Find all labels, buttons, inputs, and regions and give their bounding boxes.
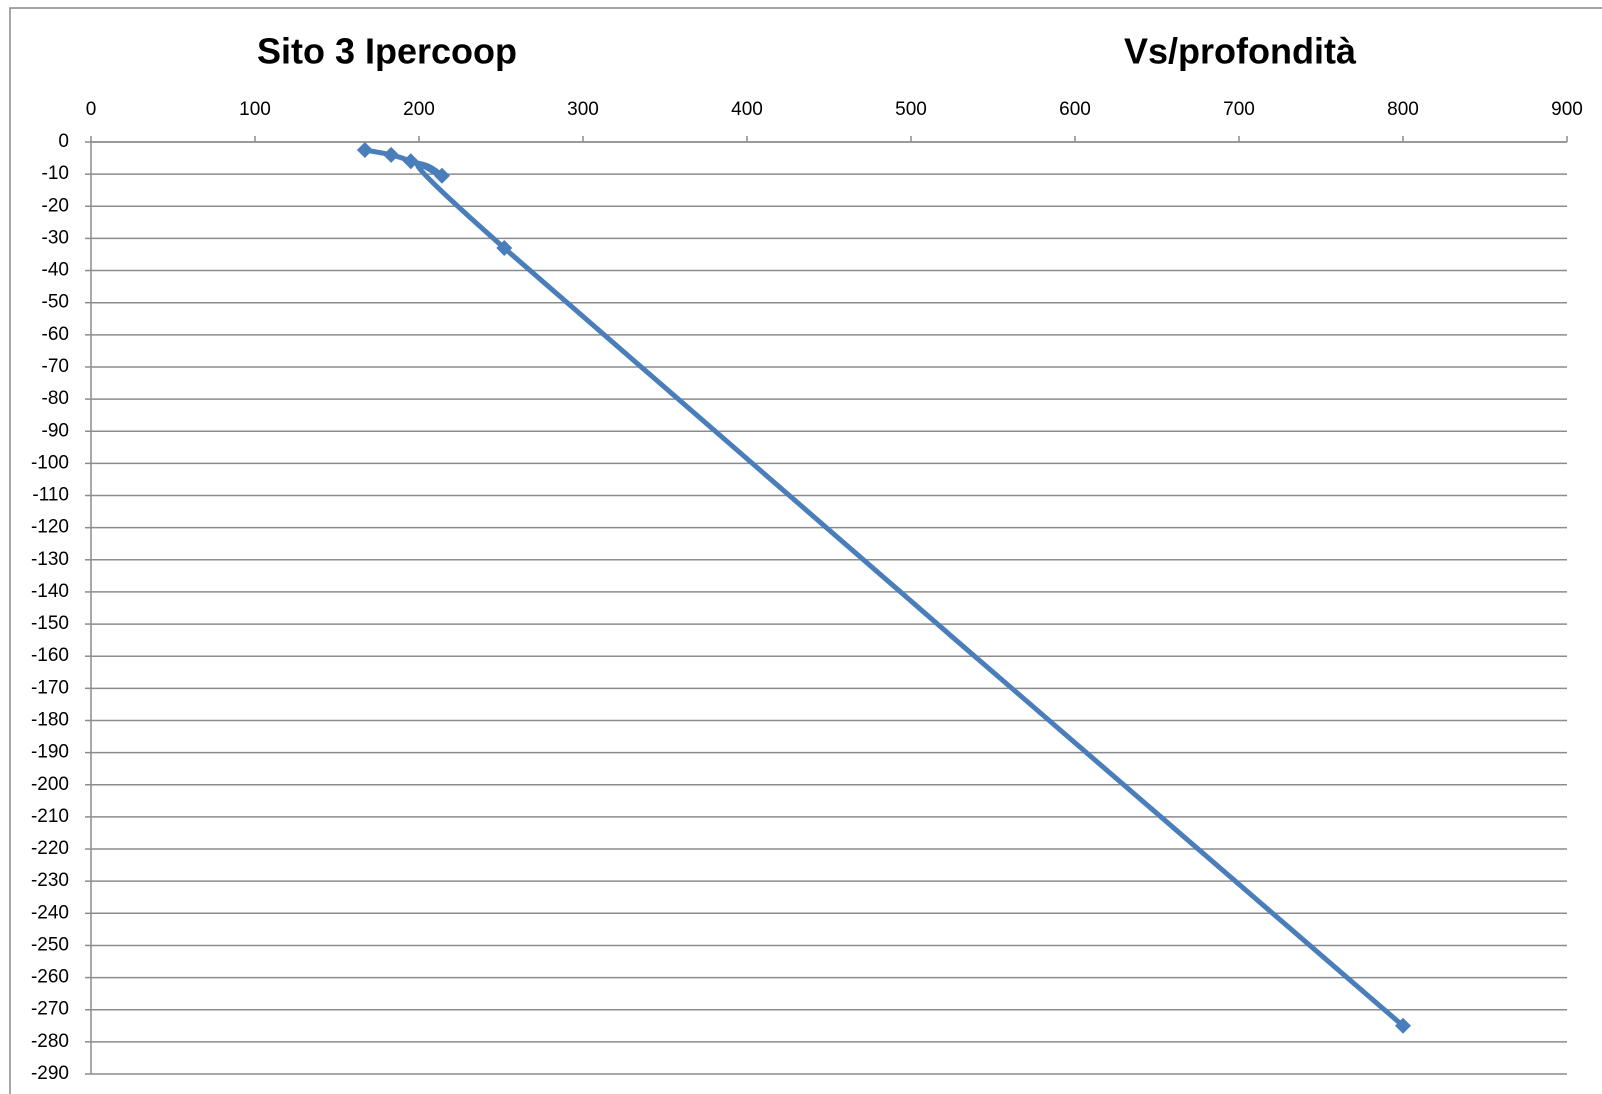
y-tick-label: -210 <box>31 806 69 827</box>
x-tick-label: 400 <box>731 99 763 120</box>
y-tick-label: -270 <box>31 999 69 1020</box>
x-tick-label: 0 <box>86 99 97 120</box>
y-tick-label: -80 <box>42 388 69 409</box>
x-tick-label: 900 <box>1551 99 1583 120</box>
y-tick-label: -180 <box>31 709 69 730</box>
data-marker <box>496 240 513 257</box>
y-tick-label: -60 <box>42 324 69 345</box>
y-tick-label: -170 <box>31 677 69 698</box>
y-tick-label: -260 <box>31 967 69 988</box>
x-tick-label: 600 <box>1059 99 1091 120</box>
y-tick-label: -110 <box>32 485 69 506</box>
y-tick-label: -10 <box>42 163 69 184</box>
x-tick-label: 200 <box>403 99 435 120</box>
y-tick-label: -220 <box>31 838 69 859</box>
y-tick-label: -30 <box>42 227 69 248</box>
y-tick-label: -190 <box>31 742 69 763</box>
y-tick-label: -160 <box>31 645 69 666</box>
y-tick-label: -90 <box>42 420 69 441</box>
data-marker <box>1395 1017 1411 1034</box>
y-tick-label: -140 <box>31 581 69 602</box>
y-tick-label: -290 <box>31 1063 69 1084</box>
y-tick-label: -40 <box>42 260 69 281</box>
y-tick-label: -200 <box>31 774 69 795</box>
chart-subtitle: Vs/profondità <box>1124 31 1357 72</box>
y-tick-label: -280 <box>31 1031 69 1052</box>
y-tick-label: -70 <box>42 356 69 377</box>
y-tick-label: -20 <box>42 195 69 216</box>
y-tick-label: -130 <box>31 549 69 570</box>
chart-frame <box>9 7 1602 1094</box>
y-tick-label: 0 <box>58 131 69 152</box>
x-tick-label: 500 <box>895 99 927 120</box>
x-tick-label: 100 <box>239 99 271 120</box>
data-marker <box>402 153 419 170</box>
data-marker <box>356 142 373 159</box>
y-tick-label: -230 <box>31 870 69 891</box>
data-marker <box>383 146 400 163</box>
x-tick-label: 800 <box>1387 99 1419 120</box>
y-tick-label: -100 <box>31 452 69 473</box>
y-tick-label: -120 <box>31 517 69 538</box>
y-tick-label: -250 <box>31 934 69 955</box>
y-tick-label: -50 <box>42 292 69 313</box>
x-tick-label: 700 <box>1223 99 1255 120</box>
x-tick-label: 300 <box>567 99 599 120</box>
y-tick-label: -150 <box>31 613 69 634</box>
data-marker <box>433 167 450 184</box>
data-line <box>364 147 1405 1028</box>
y-tick-label: -240 <box>31 902 69 923</box>
chart-title: Sito 3 Ipercoop <box>257 31 517 72</box>
